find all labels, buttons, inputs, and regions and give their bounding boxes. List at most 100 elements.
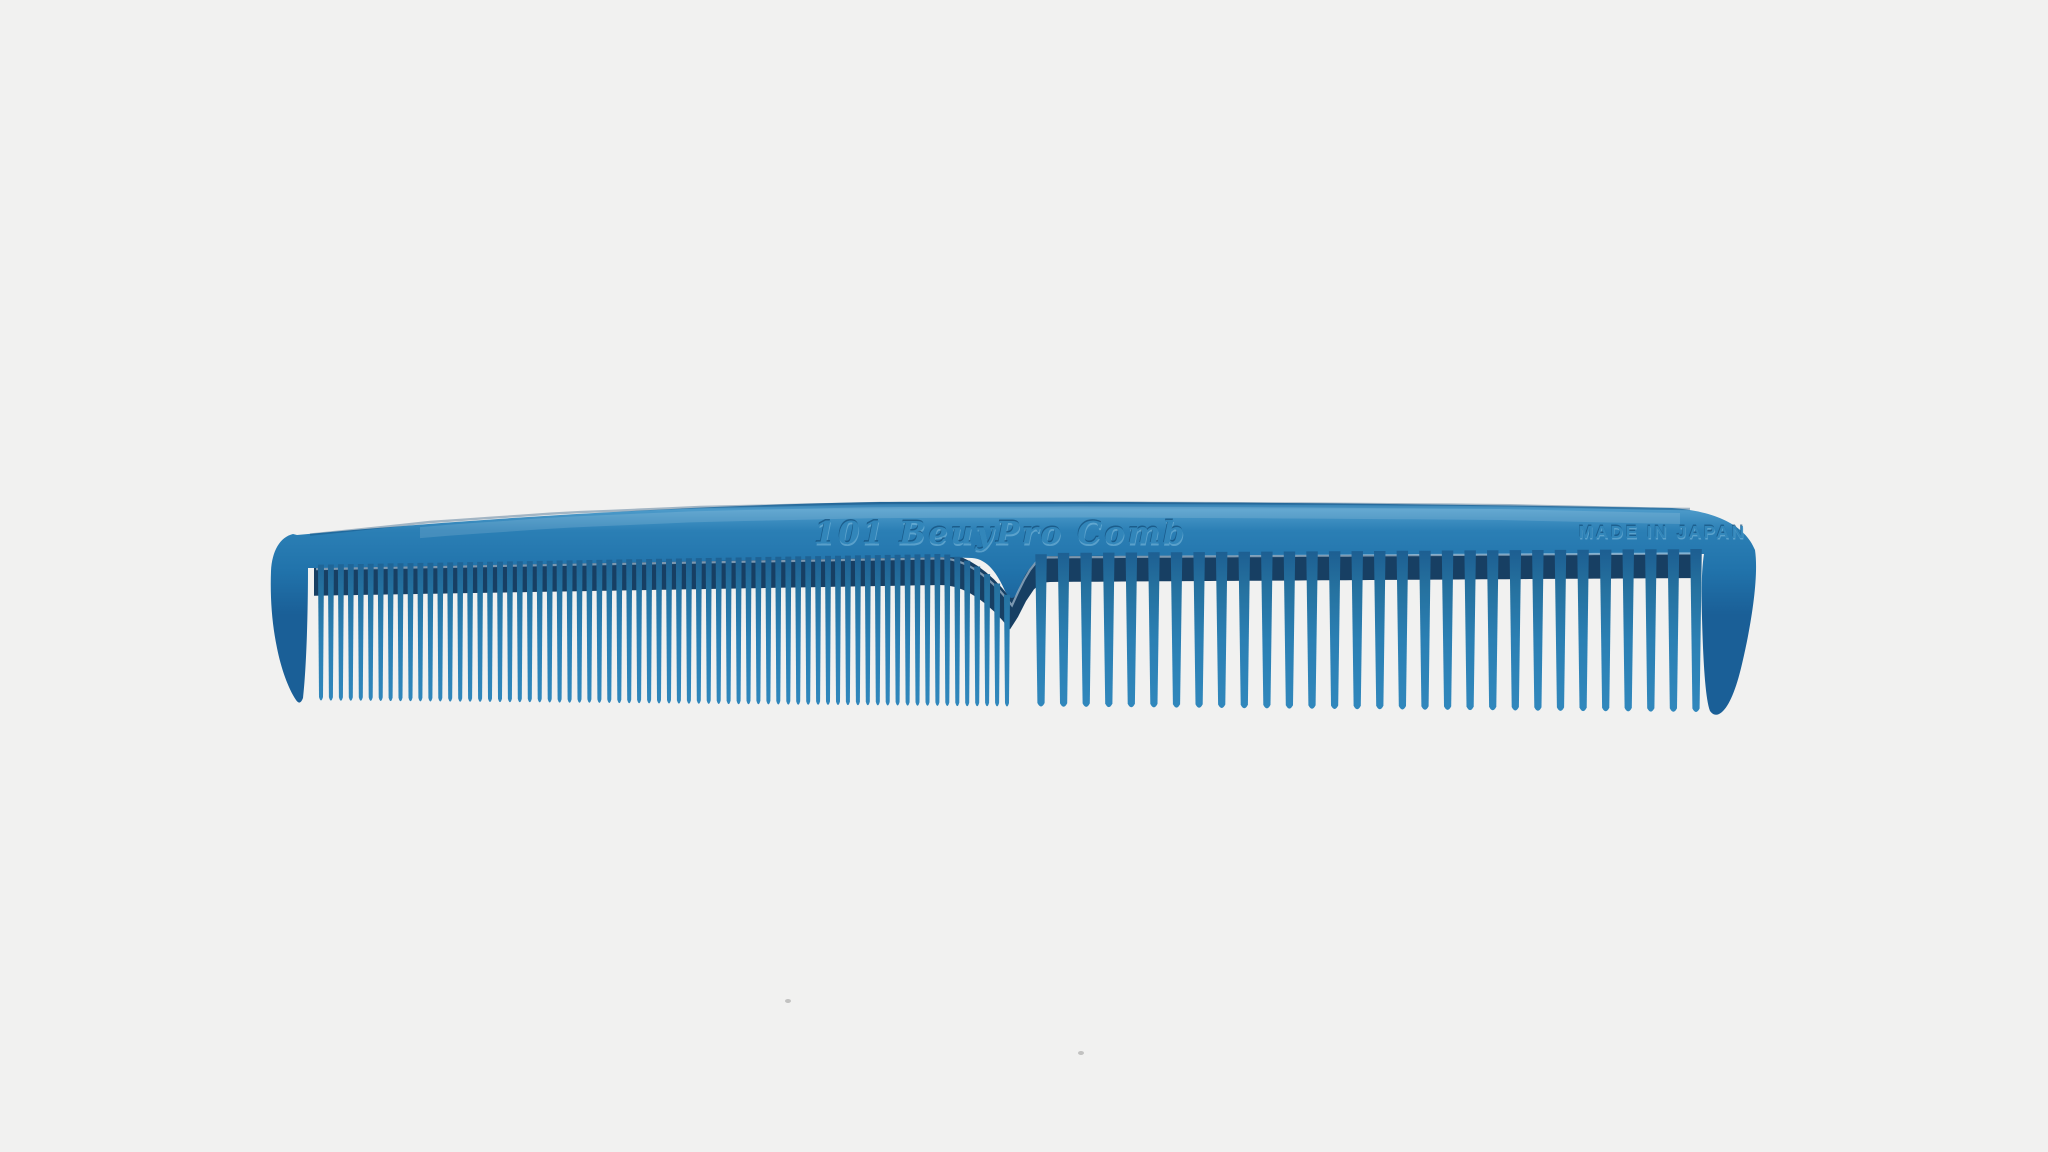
dust-speck	[1078, 1051, 1084, 1055]
fine-tooth	[715, 557, 722, 704]
coarse-tooth	[1306, 551, 1318, 709]
spine-sheen-highlight	[420, 506, 1680, 539]
coarse-tooth	[1374, 551, 1386, 710]
fine-teeth-section	[318, 554, 1010, 707]
fine-tooth	[487, 561, 493, 702]
fine-tooth	[984, 574, 991, 707]
fine-tooth	[795, 556, 802, 705]
coarse-tooth	[1532, 550, 1544, 711]
fine-tooth	[924, 554, 931, 706]
fine-tooth	[337, 564, 344, 701]
fine-tooth	[626, 559, 633, 704]
embossed-origin-text-light: MADE IN JAPAN	[1579, 524, 1747, 544]
fine-tooth	[755, 557, 762, 705]
coarse-tooth	[1170, 552, 1183, 708]
embossed-model-text-main: 101 BeuyPro Comb	[814, 516, 1187, 552]
coarse-tooth	[1035, 554, 1047, 707]
fine-tooth	[725, 557, 732, 705]
fine-tooth	[387, 563, 394, 702]
fine-tooth	[516, 561, 523, 703]
fine-tooth	[695, 558, 702, 704]
coarse-tooth	[1645, 549, 1657, 712]
coarse-tooth	[1487, 550, 1499, 711]
fine-tooth	[894, 554, 901, 706]
fine-tooth	[844, 555, 851, 706]
fine-tooth	[347, 564, 354, 701]
fine-tooth	[656, 558, 662, 704]
embossed-origin-text-shadow: MADE IN JAPAN	[1578, 521, 1746, 541]
fine-tooth	[964, 560, 971, 707]
coarse-tooth	[1577, 549, 1589, 712]
embossed-model-text-light: 101 BeuyPro Comb	[815, 518, 1188, 554]
embossed-origin-text: MADE IN JAPAN MADE IN JAPAN MADE IN JAPA…	[1578, 521, 1747, 544]
fine-tooth	[974, 566, 981, 707]
embossed-model-text-shadow: 101 BeuyPro Comb	[814, 514, 1187, 550]
fine-tooth	[327, 564, 334, 701]
embossed-model-text: 101 BeuyPro Comb 101 BeuyPro Comb 101 Be…	[814, 514, 1188, 554]
fine-tooth	[646, 559, 653, 704]
fine-tooth	[576, 560, 583, 703]
embossed-origin-text-main: MADE IN JAPAN	[1579, 522, 1747, 542]
coarse-tooth	[1441, 550, 1454, 710]
dust-speck	[785, 999, 791, 1003]
fine-tooth	[884, 554, 891, 706]
fine-tooth	[556, 560, 563, 703]
fine-tooth	[994, 583, 1001, 707]
fine-tooth	[357, 564, 364, 701]
fine-tooth	[417, 562, 424, 702]
fine-tooth	[864, 555, 871, 706]
fine-tooth	[815, 556, 822, 705]
fine-tooth	[546, 560, 553, 703]
fine-tooth	[735, 557, 742, 705]
fine-tooth	[437, 562, 444, 702]
fine-tooth	[854, 555, 861, 706]
fine-tooth	[675, 558, 682, 704]
coarse-tooth	[1396, 550, 1409, 710]
comb-spine	[270, 501, 1757, 715]
fine-tooth	[904, 554, 911, 706]
fine-tooth	[377, 563, 384, 701]
fine-tooth	[616, 559, 623, 704]
coarse-tooth	[1554, 549, 1567, 711]
fine-tooth	[666, 558, 672, 704]
coarse-tooth	[1599, 549, 1612, 712]
coarse-tooth	[1419, 550, 1431, 710]
fine-tooth	[835, 555, 841, 705]
coarse-tooth	[1057, 552, 1070, 707]
fine-tooth	[477, 561, 484, 702]
fine-tooth	[944, 554, 951, 706]
fine-tooth	[318, 564, 324, 701]
fine-tooth	[606, 559, 613, 703]
fine-tooth	[566, 560, 573, 703]
coarse-tooth	[1667, 549, 1680, 712]
coarse-tooth	[1690, 549, 1702, 712]
coarse-tooth	[1125, 552, 1138, 708]
comb: 101 BeuyPro Comb 101 BeuyPro Comb 101 Be…	[270, 501, 1757, 715]
coarse-tooth	[1283, 551, 1296, 709]
coarse-tooth	[1103, 552, 1115, 708]
fine-tooth	[1004, 594, 1010, 707]
fine-tooth	[367, 563, 374, 701]
coarse-tooth	[1261, 551, 1273, 709]
fine-tooth	[586, 560, 593, 703]
fine-tooth	[636, 559, 643, 704]
coarse-tooth	[1622, 549, 1634, 712]
fine-tooth	[407, 563, 414, 702]
coarse-tooth	[1080, 552, 1092, 707]
coarse-tooth	[1464, 550, 1476, 711]
coarse-tooth	[1328, 551, 1341, 709]
fine-tooth	[785, 556, 792, 705]
coarse-tooth	[1193, 552, 1205, 708]
fine-tooth	[685, 558, 692, 704]
spine-top-edge-line	[309, 501, 1691, 536]
coarse-tooth	[1215, 551, 1228, 708]
fine-tooth	[705, 558, 712, 704]
fine-tooth	[765, 556, 772, 705]
coarse-teeth-section	[1035, 549, 1702, 712]
fine-tooth	[506, 561, 513, 703]
dust-specks	[785, 999, 1084, 1055]
fine-tooth	[874, 555, 881, 706]
fine-tooth	[934, 554, 941, 706]
